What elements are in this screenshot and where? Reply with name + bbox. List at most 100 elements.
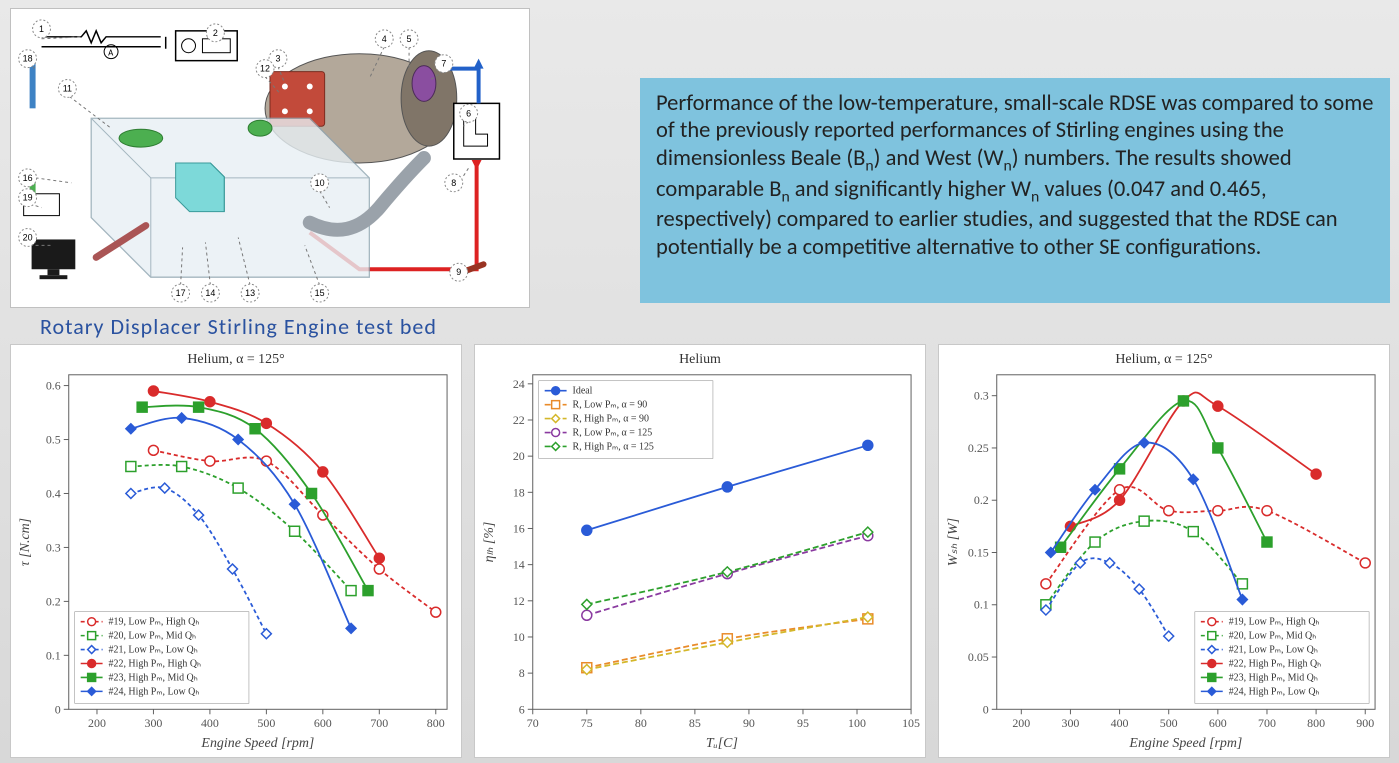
svg-text:200: 200 <box>88 716 106 730</box>
svg-text:#20, Low Pₘ, Mid Qₕ: #20, Low Pₘ, Mid Qₕ <box>1229 631 1317 642</box>
svg-text:3: 3 <box>275 54 280 64</box>
svg-text:0: 0 <box>55 702 61 716</box>
testbed-svg: A <box>11 9 529 307</box>
svg-text:700: 700 <box>370 716 388 730</box>
svg-text:22: 22 <box>513 413 525 427</box>
summary-text-panel: Performance of the low-temperature, smal… <box>640 78 1390 303</box>
svg-text:1: 1 <box>39 24 44 34</box>
svg-text:0.25: 0.25 <box>968 441 989 455</box>
svg-text:ηₗₕ [%]: ηₗₕ [%] <box>482 522 497 563</box>
svg-text:90: 90 <box>743 716 755 730</box>
svg-text:τ [N.cm]: τ [N.cm] <box>18 518 33 566</box>
svg-text:400: 400 <box>201 716 219 730</box>
slide-root: A <box>0 0 1399 763</box>
testbed-diagram: A <box>10 8 530 308</box>
svg-text:#23, High Pₘ, Mid Qₕ: #23, High Pₘ, Mid Qₕ <box>1229 672 1318 683</box>
svg-text:12: 12 <box>260 64 270 74</box>
svg-text:Helium, α = 125°: Helium, α = 125° <box>187 352 284 367</box>
svg-text:900: 900 <box>1356 716 1374 730</box>
svg-text:105: 105 <box>902 716 920 730</box>
svg-text:600: 600 <box>314 716 332 730</box>
svg-text:#19, Low Pₘ, High Qₕ: #19, Low Pₘ, High Qₕ <box>109 617 200 628</box>
svg-text:800: 800 <box>427 716 445 730</box>
svg-text:Wₛₕ [W]: Wₛₕ [W] <box>946 518 961 566</box>
svg-text:15: 15 <box>315 288 325 298</box>
svg-text:10: 10 <box>513 630 525 644</box>
svg-text:0.1: 0.1 <box>46 648 61 662</box>
svg-text:70: 70 <box>527 716 539 730</box>
svg-text:14: 14 <box>513 558 525 572</box>
svg-text:#19, Low Pₘ, High Qₕ: #19, Low Pₘ, High Qₕ <box>1229 617 1320 628</box>
svg-text:16: 16 <box>513 521 525 535</box>
svg-text:#20, Low Pₘ, Mid Qₕ: #20, Low Pₘ, Mid Qₕ <box>109 631 197 642</box>
svg-text:800: 800 <box>1307 716 1325 730</box>
svg-text:12: 12 <box>513 594 525 608</box>
svg-text:400: 400 <box>1111 716 1129 730</box>
svg-text:300: 300 <box>1061 716 1079 730</box>
svg-text:0.3: 0.3 <box>46 540 61 554</box>
svg-text:R, Low Pₘ, α = 90: R, Low Pₘ, α = 90 <box>573 400 648 411</box>
svg-text:R, Low Pₘ, α = 125: R, Low Pₘ, α = 125 <box>573 428 653 439</box>
svg-text:300: 300 <box>144 716 162 730</box>
svg-text:17: 17 <box>176 288 186 298</box>
svg-text:11: 11 <box>63 83 72 93</box>
svg-text:Engine Speed [rpm]: Engine Speed [rpm] <box>200 736 314 751</box>
svg-text:R, High Pₘ, α = 90: R, High Pₘ, α = 90 <box>573 414 649 425</box>
chart-torque-vs-speed: Helium, α = 125° 200 300 400 500 600 700 800 0 0.… <box>10 344 462 758</box>
svg-text:#22, High Pₘ, High Qₕ: #22, High Pₘ, High Qₕ <box>1229 658 1321 669</box>
svg-text:0.15: 0.15 <box>968 545 989 559</box>
svg-text:#24, High Pₘ, Low Qₕ: #24, High Pₘ, Low Qₕ <box>109 686 200 697</box>
svg-text:Ideal: Ideal <box>573 386 593 397</box>
svg-text:16: 16 <box>23 173 33 183</box>
svg-text:10: 10 <box>315 178 325 188</box>
svg-text:95: 95 <box>797 716 809 730</box>
svg-text:0.05: 0.05 <box>968 650 989 664</box>
svg-text:0.1: 0.1 <box>974 598 989 612</box>
svg-text:0.5: 0.5 <box>46 433 61 447</box>
svg-text:Engine Speed [rpm]: Engine Speed [rpm] <box>1128 736 1242 751</box>
svg-text:Helium, α = 125°: Helium, α = 125° <box>1115 352 1212 367</box>
svg-text:85: 85 <box>689 716 701 730</box>
svg-text:500: 500 <box>257 716 275 730</box>
svg-text:2: 2 <box>213 28 218 38</box>
svg-text:20: 20 <box>513 449 525 463</box>
chart-power-vs-speed: Helium, α = 125° 200 300 400 500 600 700 800 900… <box>938 344 1390 758</box>
svg-text:19: 19 <box>23 193 33 203</box>
svg-text:5: 5 <box>407 34 412 44</box>
svg-text:18: 18 <box>513 485 525 499</box>
svg-text:0.4: 0.4 <box>46 486 61 500</box>
svg-text:700: 700 <box>1258 716 1276 730</box>
svg-text:6: 6 <box>519 702 525 716</box>
charts-row: Helium, α = 125°20030040050060070080000.… <box>10 344 1390 758</box>
svg-text:#24, High Pₘ, Low Qₕ: #24, High Pₘ, Low Qₕ <box>1229 686 1320 697</box>
svg-text:#23, High Pₘ, Mid Qₕ: #23, High Pₘ, Mid Qₕ <box>109 672 198 683</box>
svg-text:#22, High Pₘ, High Qₕ: #22, High Pₘ, High Qₕ <box>109 658 201 669</box>
svg-text:0: 0 <box>983 702 989 716</box>
svg-text:500: 500 <box>1160 716 1178 730</box>
svg-text:600: 600 <box>1209 716 1227 730</box>
svg-text:0.6: 0.6 <box>46 379 61 393</box>
svg-text:13: 13 <box>245 288 255 298</box>
summary-text: Performance of the low-temperature, smal… <box>656 90 1373 261</box>
svg-text:#21, Low Pₘ, Low Qₕ: #21, Low Pₘ, Low Qₕ <box>1229 645 1318 656</box>
svg-text:75: 75 <box>581 716 593 730</box>
svg-text:0.2: 0.2 <box>974 493 989 507</box>
svg-text:Tᵤ[C]: Tᵤ[C] <box>706 736 738 751</box>
svg-text:0.2: 0.2 <box>46 594 61 608</box>
svg-text:20: 20 <box>23 232 33 242</box>
svg-text:R, High Pₘ, α = 125: R, High Pₘ, α = 125 <box>573 441 654 452</box>
svg-text:9: 9 <box>456 267 461 277</box>
svg-text:#21, Low Pₘ, Low Qₕ: #21, Low Pₘ, Low Qₕ <box>109 645 198 656</box>
svg-text:6: 6 <box>466 108 471 118</box>
diagram-caption: Rotary Displacer Stirling Engine test be… <box>40 313 520 340</box>
svg-text:0.3: 0.3 <box>974 389 989 403</box>
svg-text:Helium: Helium <box>679 352 721 367</box>
svg-text:4: 4 <box>382 34 387 44</box>
chart-efficiency-vs-temp: Helium7075808590951001056810121416182022… <box>474 344 926 758</box>
svg-text:8: 8 <box>519 666 525 680</box>
svg-text:24: 24 <box>513 377 525 391</box>
svg-text:80: 80 <box>635 716 647 730</box>
svg-text:200: 200 <box>1012 716 1030 730</box>
svg-text:7: 7 <box>441 59 446 69</box>
svg-text:A: A <box>108 48 114 59</box>
